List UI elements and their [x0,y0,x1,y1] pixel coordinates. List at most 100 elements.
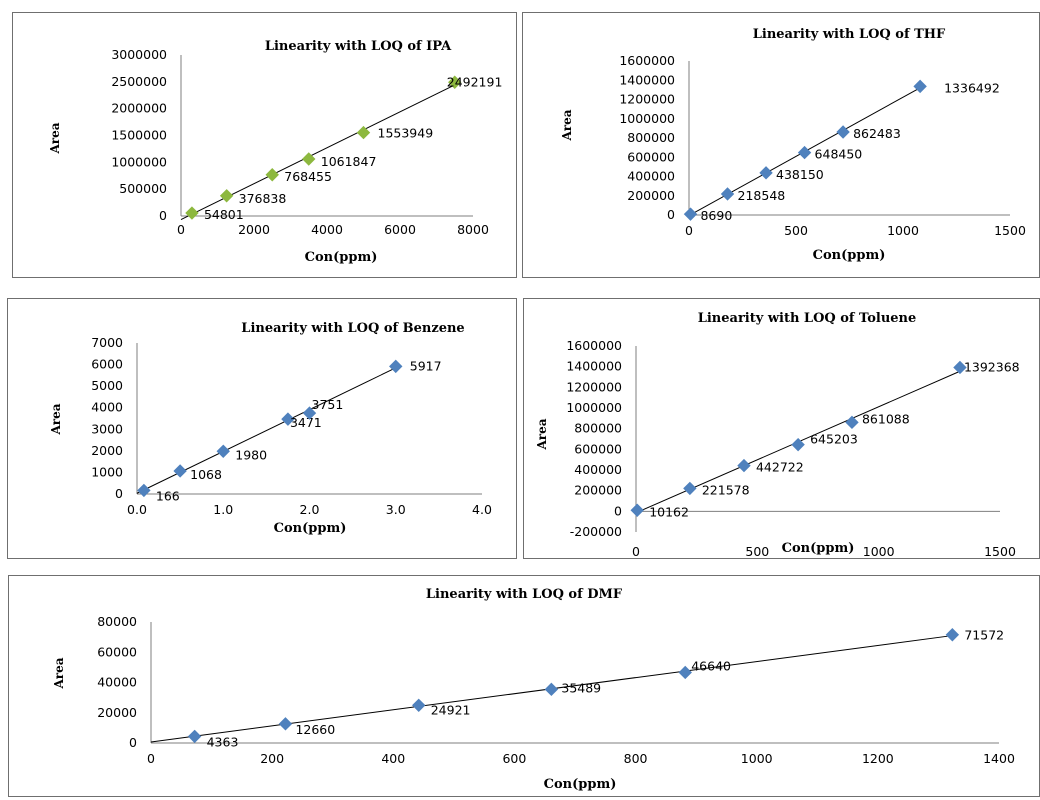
ipa-data-point [356,125,371,140]
benzene-data-label: 166 [156,488,180,503]
benzene-data-point [173,464,187,478]
benzene-y-axis-label: Area [49,403,63,435]
benzene-chart-title: Linearity with LOQ of Benzene [241,321,464,336]
ipa-x-tick-label: 2000 [238,222,270,237]
dmf-data-point [945,628,960,642]
ipa-y-tick-label: 0 [159,208,167,223]
ipa-trendline [180,84,455,221]
benzene-data-point [216,444,230,458]
ipa-y-axis-label: Area [48,122,62,154]
ipa-data-point [302,152,316,166]
ipa-data-label: 1553949 [378,126,434,141]
benzene-data-point [389,359,403,374]
toluene-data-label: 221578 [702,482,750,497]
dmf-x-tick-label: 1400 [983,751,1015,766]
dmf-x-tick-label: 600 [502,751,526,766]
benzene-y-tick-label: 4000 [91,400,123,415]
thf-data-label: 8690 [700,208,732,223]
chart-panel-thf: Linearity with LOQ of THF 0 200000 400000 60… [522,12,1040,278]
benzene-data-point [302,406,317,420]
ipa-data-point [448,75,462,89]
thf-data-point [683,207,698,221]
benzene-data-label: 1980 [235,447,267,462]
thf-data-point [797,145,812,160]
benzene-y-tick-label: 5000 [91,378,123,393]
ipa-x-tick-label: 4000 [311,222,343,237]
chart-panel-ipa: Linearity with LOQ of IPA 0 500000 1000000 1… [12,12,517,278]
dmf-x-tick-label: 200 [260,751,284,766]
benzene-x-tick-label: 2.0 [300,502,320,517]
ipa-y-tick-label: 1000000 [111,154,167,169]
dmf-x-tick-label: 1000 [741,751,773,766]
toluene-data-label: 1392368 [964,359,1020,374]
toluene-data-point [683,481,697,496]
toluene-y-tick-label: 1600000 [566,338,622,353]
thf-y-tick-label: 0 [667,207,675,222]
thf-data-label: 438150 [776,167,824,182]
benzene-x-axis-label: Con(ppm) [274,521,347,536]
benzene-x-tick-label: 3.0 [386,502,406,517]
toluene-data-label: 861088 [862,411,910,426]
ipa-x-tick-label: 8000 [457,222,489,237]
thf-x-axis-label: Con(ppm) [813,248,886,263]
dmf-y-tick-label: 60000 [97,644,137,659]
benzene-y-tick-label: 2000 [91,443,123,458]
dmf-data-point [412,698,426,713]
chart-svg-toluene: Linearity with LOQ of Toluene -200000 0 200… [535,311,1020,559]
dmf-data-label: 12660 [295,722,335,737]
toluene-y-tick-label: 1200000 [566,379,622,394]
thf-chart-title: Linearity with LOQ of THF [753,27,946,42]
ipa-data-label: 768455 [284,169,332,184]
thf-y-tick-label: 1000000 [619,111,675,126]
toluene-y-tick-label: 200000 [574,483,622,498]
chart-svg-thf: Linearity with LOQ of THF 0 200000 400000 60… [560,27,1026,263]
dmf-x-tick-label: 0 [147,751,155,766]
ipa-y-tick-label: 2000000 [111,101,167,116]
ipa-y-tick-label: 1500000 [111,128,167,143]
toluene-x-tick-label: 0 [632,544,640,559]
dmf-data-label: 71572 [964,628,1004,643]
toluene-y-tick-label: 1000000 [566,400,622,415]
ipa-data-label: 376838 [239,191,287,206]
toluene-y-tick-label: 1400000 [566,359,622,374]
ipa-data-label: 2492191 [447,74,503,89]
dmf-y-tick-label: 80000 [97,614,137,629]
ipa-x-tick-label: 0 [177,222,185,237]
thf-x-tick-label: 1500 [994,223,1026,238]
benzene-x-tick-label: 4.0 [472,502,492,517]
thf-data-point [720,187,735,201]
toluene-y-tick-label: -200000 [570,524,622,539]
benzene-data-label: 3751 [312,397,344,412]
thf-x-tick-label: 0 [685,223,693,238]
benzene-x-tick-label: 0.0 [127,502,147,517]
dmf-y-tick-label: 40000 [97,675,137,690]
thf-y-axis-label: Area [560,109,574,141]
ipa-data-point [265,168,279,182]
dmf-y-axis-label: Area [52,657,66,689]
thf-x-tick-label: 500 [784,223,808,238]
toluene-x-tick-label: 500 [745,544,769,559]
chart-svg-benzene: Linearity with LOQ of Benzene 0 1000 2000 30… [49,321,492,536]
thf-y-tick-label: 200000 [627,188,675,203]
dmf-data-label: 4363 [207,734,239,749]
thf-y-tick-label: 1600000 [619,53,675,68]
ipa-x-tick-label: 6000 [384,222,416,237]
dmf-y-tick-label: 0 [129,735,137,750]
ipa-y-tick-label: 3000000 [111,47,167,62]
toluene-data-point [791,437,805,452]
benzene-data-label: 3471 [290,415,322,430]
dmf-data-label: 46640 [691,658,731,673]
toluene-data-label: 442722 [756,460,804,475]
toluene-y-tick-label: 600000 [574,441,622,456]
thf-x-tick-label: 1000 [887,223,919,238]
dmf-y-tick-label: 20000 [97,705,137,720]
dmf-x-tick-label: 400 [381,751,405,766]
dmf-chart-title: Linearity with LOQ of DMF [426,587,623,602]
toluene-y-tick-label: 0 [614,503,622,518]
toluene-y-tick-label: 800000 [574,421,622,436]
dmf-x-tick-label: 800 [624,751,648,766]
ipa-data-label: 54801 [204,207,244,222]
toluene-data-point [953,360,967,375]
benzene-y-tick-label: 1000 [91,464,123,479]
toluene-chart-title: Linearity with LOQ of Toluene [698,311,917,326]
